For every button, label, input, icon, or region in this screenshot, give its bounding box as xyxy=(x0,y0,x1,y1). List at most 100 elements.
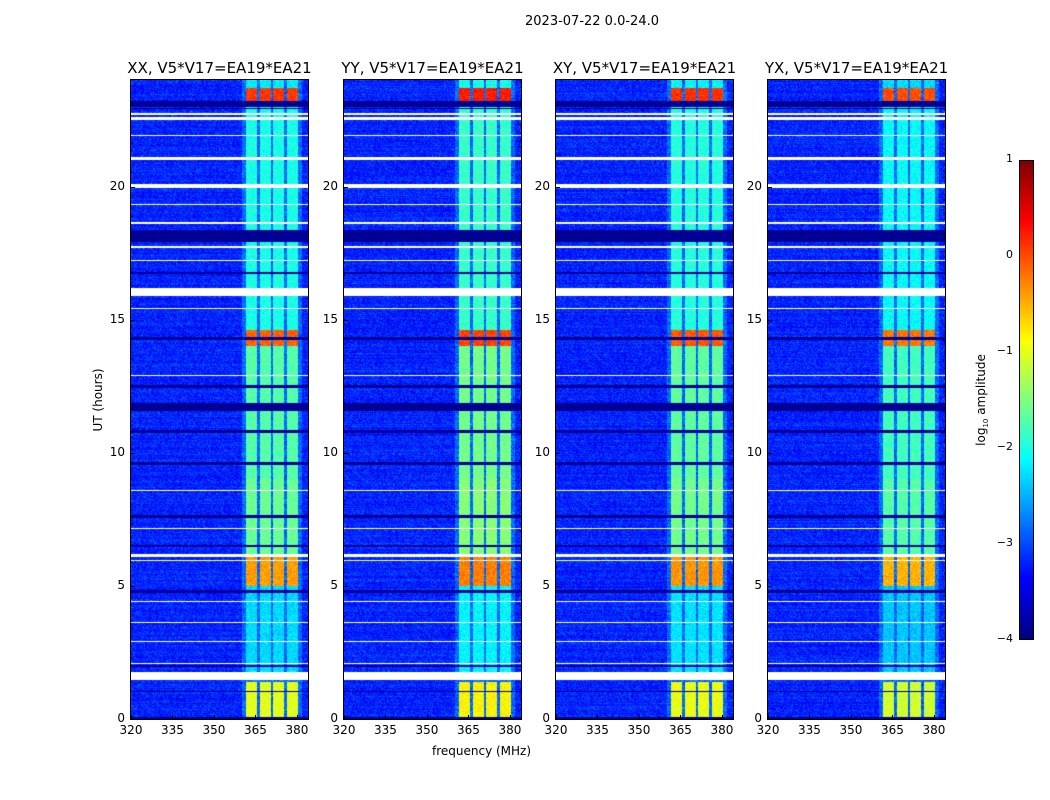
y-tick-mark xyxy=(768,452,772,454)
x-axis-label: frequency (MHz) xyxy=(432,744,532,758)
x-tick-mark xyxy=(385,715,387,719)
colorbar-tick-label: −4 xyxy=(996,632,1013,645)
x-tick-mark xyxy=(638,715,640,719)
y-tick-label: 0 xyxy=(330,711,338,725)
y-tick-label: 15 xyxy=(746,311,762,326)
heatmap-image xyxy=(131,80,308,719)
y-axis-label: UT (hours) xyxy=(91,368,105,432)
y-tick-mark xyxy=(768,319,772,321)
y-tick-label: 20 xyxy=(109,178,125,193)
x-tick-label: 380 xyxy=(498,723,522,737)
y-tick-label: 5 xyxy=(117,577,125,592)
y-tick-mark xyxy=(344,585,348,587)
y-tick-label: 0 xyxy=(754,711,762,725)
y-tick-mark xyxy=(344,186,348,188)
y-tick-mark xyxy=(131,452,135,454)
x-tick-mark xyxy=(933,715,935,719)
heatmap-panel xyxy=(555,79,734,720)
x-tick-label: 335 xyxy=(161,723,184,737)
panel-title: YX, V5*V17=EA19*EA21 xyxy=(764,59,949,77)
x-tick-label: 320 xyxy=(119,723,143,737)
x-tick-label: 350 xyxy=(415,723,439,737)
panel-title: XY, V5*V17=EA19*EA21 xyxy=(552,59,737,77)
y-tick-label: 0 xyxy=(542,711,550,725)
x-tick-mark xyxy=(296,715,298,719)
x-tick-mark xyxy=(344,715,345,719)
x-tick-label: 320 xyxy=(332,723,356,737)
colorbar-tick-label: −3 xyxy=(996,536,1013,549)
y-tick-mark xyxy=(556,719,560,720)
x-tick-mark xyxy=(172,715,174,719)
x-tick-mark xyxy=(131,715,132,719)
x-tick-label: 335 xyxy=(798,723,821,737)
y-tick-label: 15 xyxy=(534,311,550,326)
x-tick-label: 350 xyxy=(202,723,226,737)
colorbar-tick-label: −1 xyxy=(996,344,1013,357)
x-tick-label: 335 xyxy=(586,723,609,737)
x-tick-label: 365 xyxy=(881,723,904,737)
x-tick-mark xyxy=(426,715,428,719)
y-tick-mark xyxy=(556,186,560,188)
x-tick-mark xyxy=(850,715,852,719)
figure-title: 2023-07-22 0.0-24.0 xyxy=(525,14,659,29)
x-tick-mark xyxy=(213,715,215,719)
y-tick-label: 0 xyxy=(117,711,125,725)
y-tick-label: 20 xyxy=(746,178,762,193)
x-tick-mark xyxy=(768,715,769,719)
y-tick-mark xyxy=(344,319,348,321)
y-tick-label: 15 xyxy=(322,311,338,326)
heatmap-panel xyxy=(343,79,522,720)
y-tick-label: 10 xyxy=(746,444,762,459)
x-tick-label: 365 xyxy=(669,723,692,737)
heatmap-panel xyxy=(130,79,309,720)
colorbar-label: log10 amplitude xyxy=(973,354,991,446)
x-tick-mark xyxy=(509,715,511,719)
heatmap-panel xyxy=(767,79,946,720)
y-tick-label: 20 xyxy=(534,178,550,193)
x-tick-mark xyxy=(255,715,257,719)
x-tick-mark xyxy=(680,715,682,719)
heatmap-image xyxy=(556,80,733,719)
x-tick-label: 320 xyxy=(544,723,568,737)
y-tick-label: 10 xyxy=(322,444,338,459)
y-tick-mark xyxy=(131,585,135,587)
y-tick-mark xyxy=(344,452,348,454)
x-tick-label: 350 xyxy=(627,723,651,737)
colorbar xyxy=(1019,160,1034,640)
heatmap-image xyxy=(768,80,945,719)
x-tick-label: 380 xyxy=(285,723,309,737)
y-tick-label: 5 xyxy=(542,577,550,592)
colorbar-tick-label: 0 xyxy=(1006,248,1013,261)
y-tick-mark xyxy=(131,186,135,188)
x-tick-label: 380 xyxy=(922,723,946,737)
heatmap-image xyxy=(344,80,521,719)
y-tick-mark xyxy=(344,719,348,720)
y-tick-label: 20 xyxy=(322,178,338,193)
x-tick-mark xyxy=(809,715,811,719)
x-tick-mark xyxy=(721,715,723,719)
y-tick-mark xyxy=(131,719,135,720)
y-tick-mark xyxy=(768,719,772,720)
x-tick-label: 365 xyxy=(244,723,267,737)
x-tick-mark xyxy=(468,715,470,719)
panel-title: XX, V5*V17=EA19*EA21 xyxy=(127,59,312,77)
panel-title: YY, V5*V17=EA19*EA21 xyxy=(341,59,524,77)
x-tick-label: 320 xyxy=(756,723,780,737)
x-tick-label: 365 xyxy=(457,723,480,737)
x-tick-label: 335 xyxy=(374,723,397,737)
y-tick-mark xyxy=(556,585,560,587)
x-tick-mark xyxy=(556,715,557,719)
y-tick-mark xyxy=(131,319,135,321)
colorbar-tick-label: −2 xyxy=(996,440,1013,453)
x-tick-label: 350 xyxy=(839,723,863,737)
y-tick-mark xyxy=(768,585,772,587)
x-tick-label: 380 xyxy=(710,723,734,737)
y-tick-label: 5 xyxy=(754,577,762,592)
y-tick-label: 15 xyxy=(109,311,125,326)
y-tick-mark xyxy=(556,452,560,454)
colorbar-tick-label: 1 xyxy=(1006,152,1013,165)
y-tick-mark xyxy=(556,319,560,321)
x-tick-mark xyxy=(892,715,894,719)
y-tick-label: 10 xyxy=(534,444,550,459)
